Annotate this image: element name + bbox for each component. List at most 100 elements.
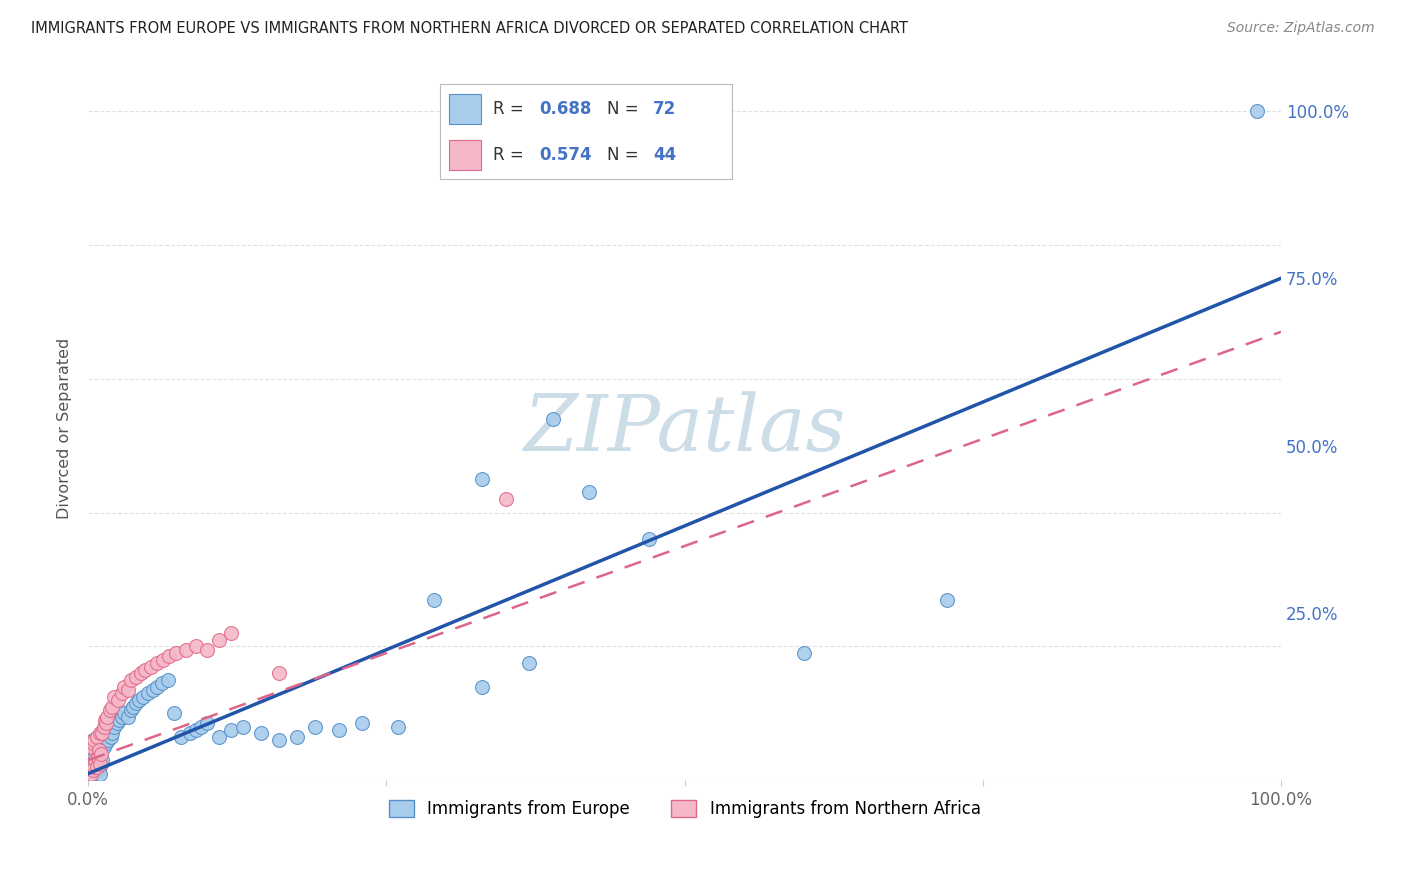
Point <box>87 764 110 778</box>
Legend: Immigrants from Europe, Immigrants from Northern Africa: Immigrants from Europe, Immigrants from … <box>382 793 987 825</box>
Point <box>87 747 110 761</box>
Point <box>1246 103 1268 118</box>
Point <box>471 680 494 694</box>
Point <box>79 747 101 761</box>
Point <box>267 733 290 747</box>
Point <box>146 656 169 670</box>
Point <box>82 733 104 747</box>
Point <box>117 709 139 723</box>
Point <box>86 737 108 751</box>
Point <box>86 764 108 778</box>
Point <box>91 753 114 767</box>
Point <box>80 756 103 771</box>
Point <box>97 733 120 747</box>
Point <box>141 659 163 673</box>
Point <box>84 760 107 774</box>
Point <box>108 713 131 727</box>
Point <box>267 666 290 681</box>
Point <box>90 747 112 761</box>
Point <box>103 690 125 704</box>
Point <box>83 750 105 764</box>
Point <box>146 680 169 694</box>
Point <box>83 733 105 747</box>
Point <box>94 713 117 727</box>
Point <box>250 726 273 740</box>
Point <box>79 766 101 780</box>
Text: ZIPatlas: ZIPatlas <box>523 391 846 467</box>
Point <box>125 669 148 683</box>
Point <box>122 699 145 714</box>
Point <box>150 676 173 690</box>
Point <box>165 646 187 660</box>
Point <box>94 737 117 751</box>
Point <box>157 649 180 664</box>
Point <box>83 760 105 774</box>
Y-axis label: Divorced or Separated: Divorced or Separated <box>58 338 72 519</box>
Point <box>129 666 152 681</box>
Point <box>80 766 103 780</box>
Point <box>221 723 243 737</box>
Point <box>83 766 105 780</box>
Point <box>184 723 207 737</box>
Point <box>86 743 108 757</box>
Point <box>107 693 129 707</box>
Point <box>221 626 243 640</box>
Point <box>184 640 207 654</box>
Point <box>134 663 156 677</box>
Point <box>82 760 104 774</box>
Point <box>142 682 165 697</box>
Point <box>82 737 104 751</box>
Point <box>174 642 197 657</box>
Point <box>208 632 231 647</box>
Point <box>519 656 541 670</box>
Point <box>89 766 111 780</box>
Point <box>132 690 155 704</box>
Point <box>98 703 121 717</box>
Point <box>352 716 374 731</box>
Point <box>87 743 110 757</box>
Point <box>86 730 108 744</box>
Point <box>387 720 409 734</box>
Point <box>495 492 517 507</box>
Point <box>179 726 201 740</box>
Point <box>86 760 108 774</box>
Point <box>86 750 108 764</box>
Point <box>100 730 122 744</box>
Point <box>89 726 111 740</box>
Point <box>125 696 148 710</box>
Point <box>112 706 135 721</box>
Point <box>101 699 124 714</box>
Point <box>80 739 103 754</box>
Point <box>84 753 107 767</box>
Point <box>117 682 139 697</box>
Point <box>285 730 308 744</box>
Point <box>98 723 121 737</box>
Text: Source: ZipAtlas.com: Source: ZipAtlas.com <box>1227 21 1375 36</box>
Point <box>163 706 186 721</box>
Point <box>90 737 112 751</box>
Point <box>79 764 101 778</box>
Point <box>304 720 326 734</box>
Point <box>89 756 111 771</box>
Point <box>79 760 101 774</box>
Point <box>120 703 142 717</box>
Text: IMMIGRANTS FROM EUROPE VS IMMIGRANTS FROM NORTHERN AFRICA DIVORCED OR SEPARATED : IMMIGRANTS FROM EUROPE VS IMMIGRANTS FRO… <box>31 21 908 37</box>
Point <box>84 739 107 754</box>
Point <box>232 720 254 734</box>
Point <box>423 592 446 607</box>
Point <box>93 720 115 734</box>
Point <box>96 709 118 723</box>
Point <box>471 472 494 486</box>
Point <box>543 412 565 426</box>
Point <box>86 756 108 771</box>
Point <box>128 693 150 707</box>
Point <box>94 716 117 731</box>
Point <box>79 739 101 754</box>
Point <box>112 680 135 694</box>
Point <box>208 730 231 744</box>
Point <box>328 723 350 737</box>
Point <box>89 733 111 747</box>
Point <box>90 756 112 771</box>
Point <box>136 686 159 700</box>
Point <box>110 686 132 700</box>
